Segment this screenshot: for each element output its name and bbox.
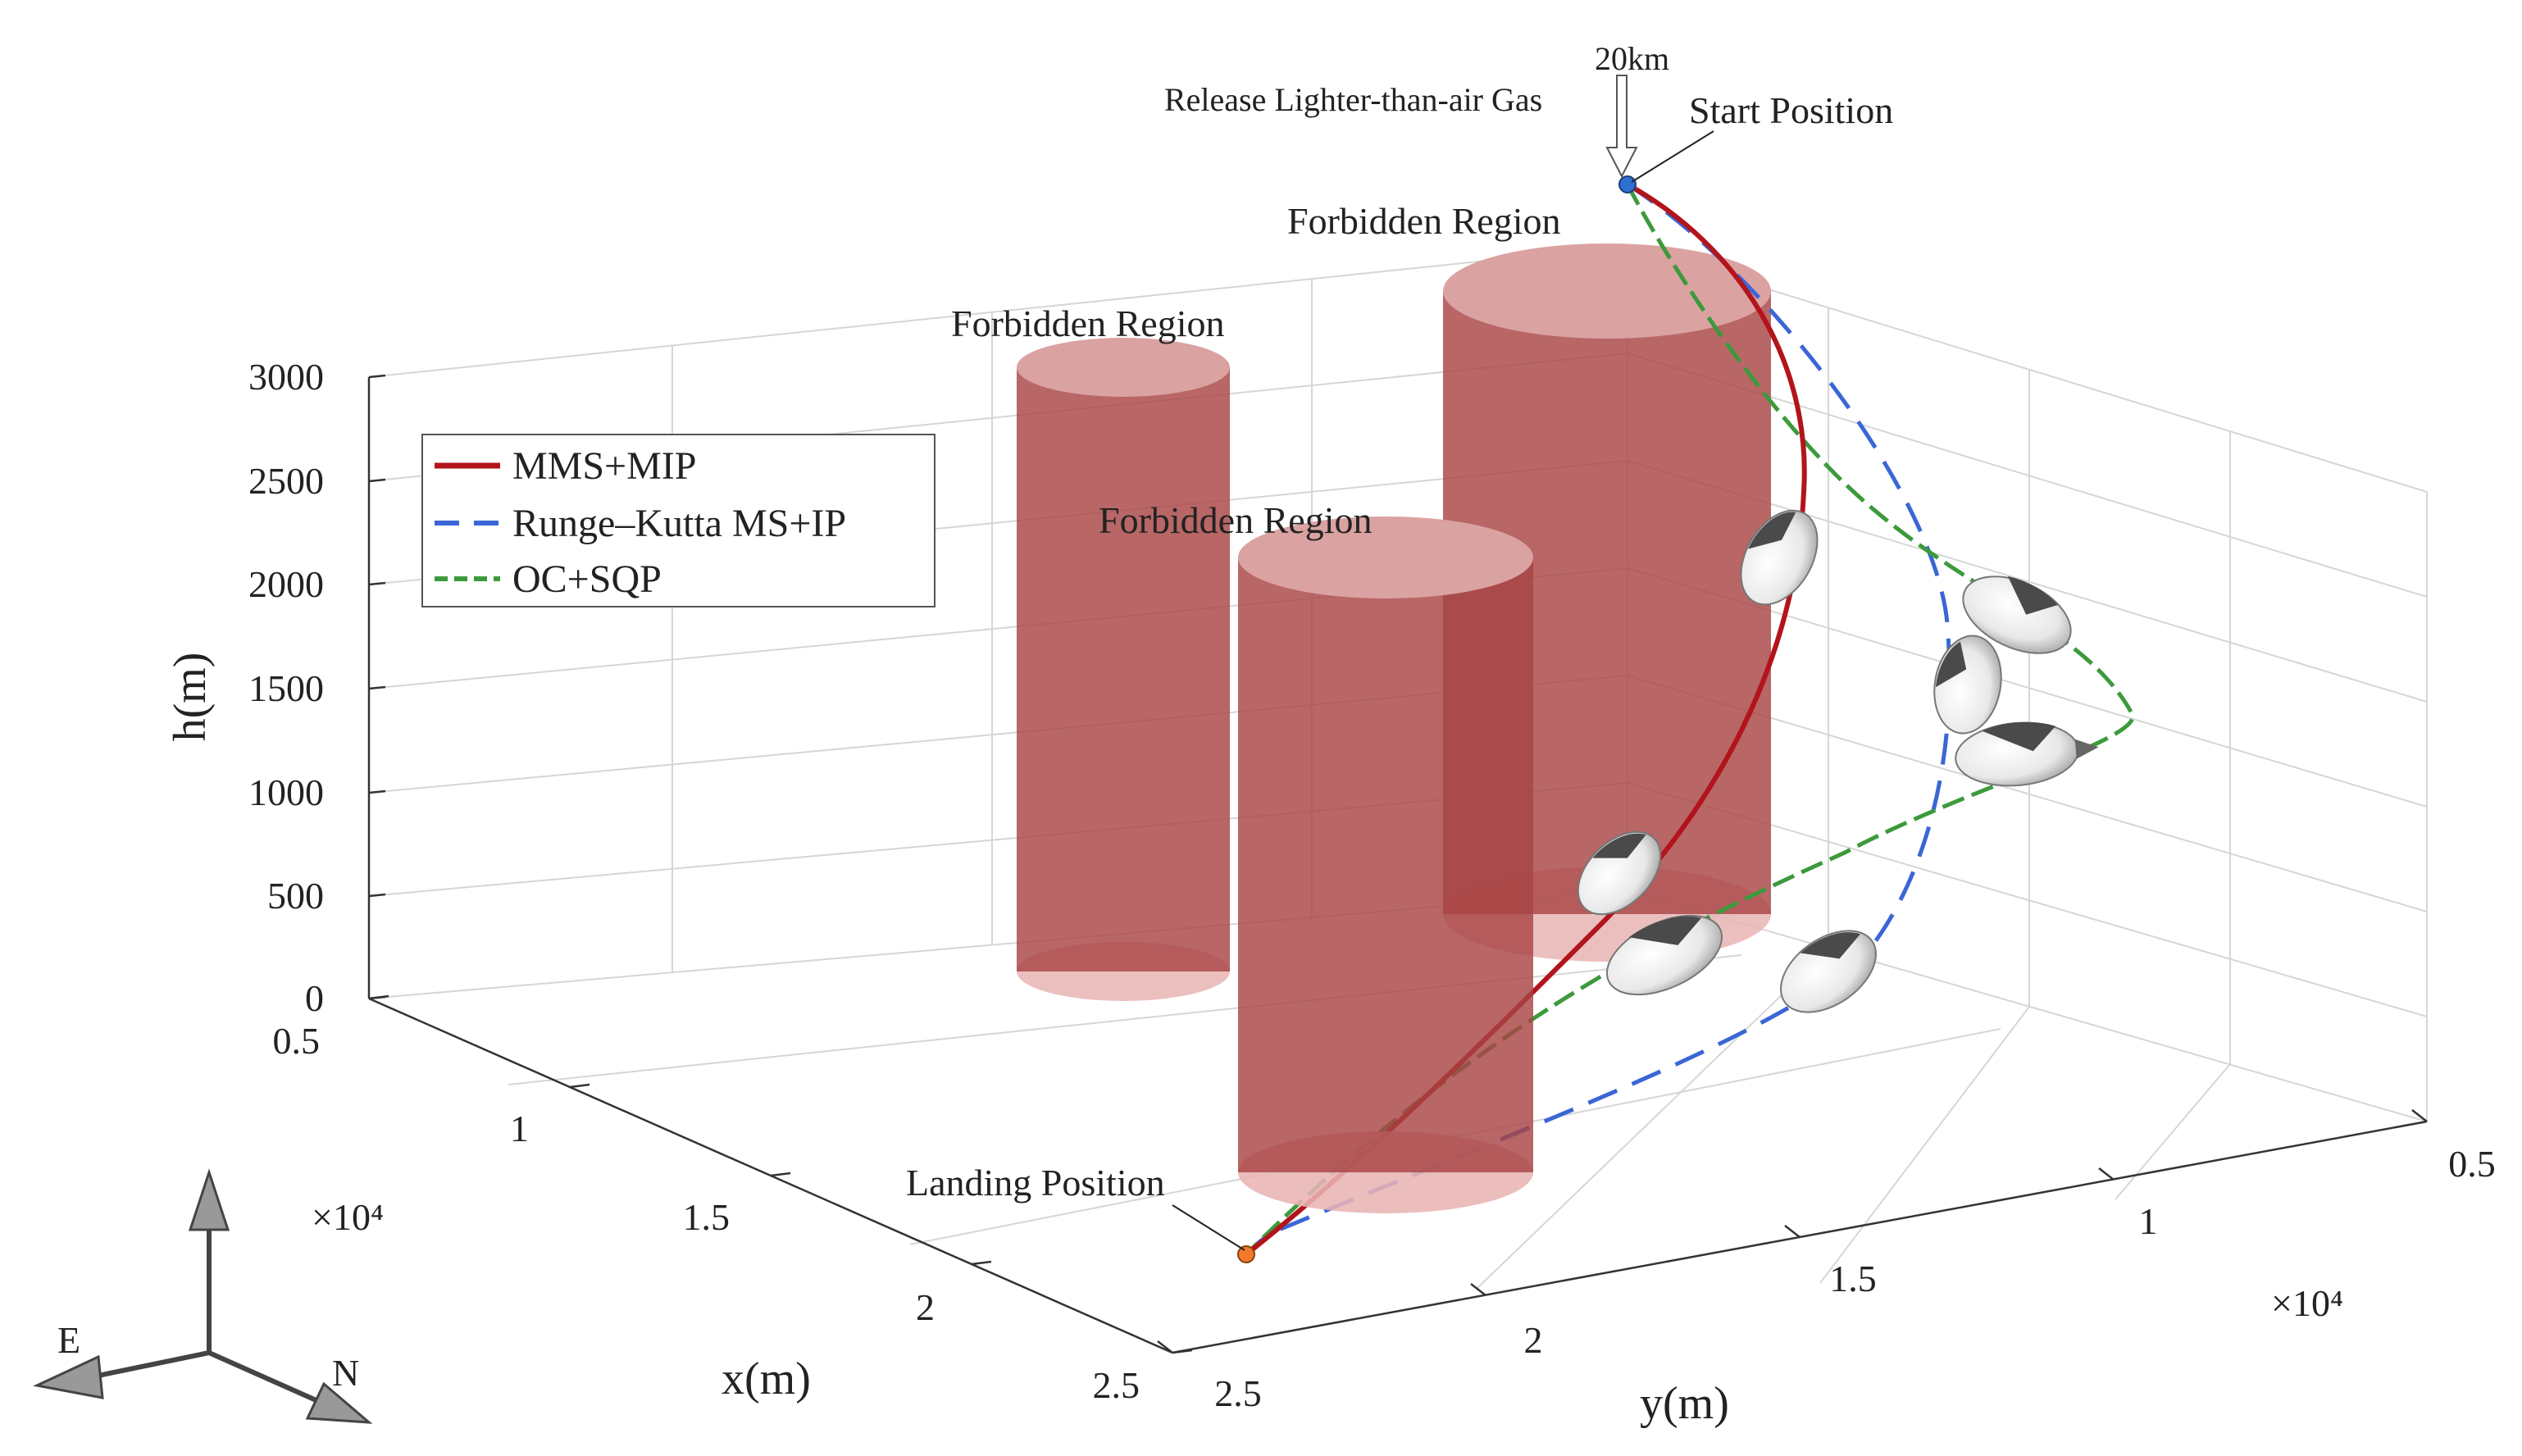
annotations: 20km Release Lighter-than-air Gas Start … [906,40,1893,1251]
y-tick-label: 0.5 [2448,1143,2496,1185]
airship-icon [1577,830,1662,916]
legend-entry: MMS+MIP [512,444,696,488]
z-tick-label: 2000 [248,563,324,605]
release-arrow-icon [1605,75,1638,179]
z-axis-label: h(m) [165,653,216,742]
airship-icon [1740,509,1819,606]
legend-entry: Runge–Kutta MS+IP [512,502,846,545]
airship-icon [1955,721,2099,787]
z-tick-label: 1000 [248,771,324,813]
forbidden-region-label: Forbidden Region [1287,200,1560,242]
x-tick-label: 1.5 [683,1196,731,1238]
z-tick-label: 1500 [248,667,324,709]
start-position-label: Start Position [1689,89,1893,131]
x-ticks [368,994,1193,1354]
y-ticks [1157,1109,2428,1354]
compass-east-label: E [57,1319,80,1361]
x-multiplier: ×10⁴ [312,1196,384,1238]
z-tick-label: 2500 [248,460,324,502]
z-ticks [368,374,386,1000]
airship-icon [1605,914,1723,996]
forbidden-region-label: Forbidden Region [951,303,1224,344]
series-oc-sqp [1245,183,2135,1256]
y-tick-label: 1.5 [1829,1258,1877,1299]
airship-icon [1962,576,2072,654]
forbidden-region-label: Forbidden Region [1099,499,1372,541]
altitude-label: 20km [1595,40,1669,77]
landing-marker [1237,1245,1255,1263]
y-tick-label: 2 [1524,1319,1543,1361]
north-arrow-icon [305,1381,373,1424]
start-marker [1618,175,1637,193]
compass: E N [33,1168,373,1424]
x-axis-label: x(m) [722,1354,811,1404]
z-tick-label: 0 [305,977,324,1019]
z-tick-label: 3000 [248,356,324,398]
east-arrow-icon [33,1354,104,1399]
airship-icon [1933,635,2002,735]
y-multiplier: ×10⁴ [2271,1282,2343,1324]
forbidden-cylinder [1238,516,1533,1213]
landing-position-label: Landing Position [906,1162,1165,1203]
x-tick-label: 2 [916,1286,935,1328]
x-tick-label: 2.5 [1093,1364,1140,1406]
legend: MMS+MIP Runge–Kutta MS+IP OC+SQP [421,434,936,607]
x-tick-label: 1 [510,1108,529,1149]
forbidden-cylinder [1017,338,1230,1001]
legend-entry: OC+SQP [512,557,662,601]
airship-markers [1577,509,2099,1013]
airship-icon [1780,930,1877,1013]
z-tick-label: 500 [267,875,324,917]
compass-north-label: N [332,1352,359,1394]
y-tick-label: 1 [2139,1200,2158,1242]
x-tick-label: 0.5 [273,1020,321,1062]
release-label: Release Lighter-than-air Gas [1164,81,1542,118]
y-tick-label: 2.5 [1214,1372,1262,1414]
up-arrow-icon [188,1168,230,1231]
y-axis-label: y(m) [1640,1378,1729,1429]
